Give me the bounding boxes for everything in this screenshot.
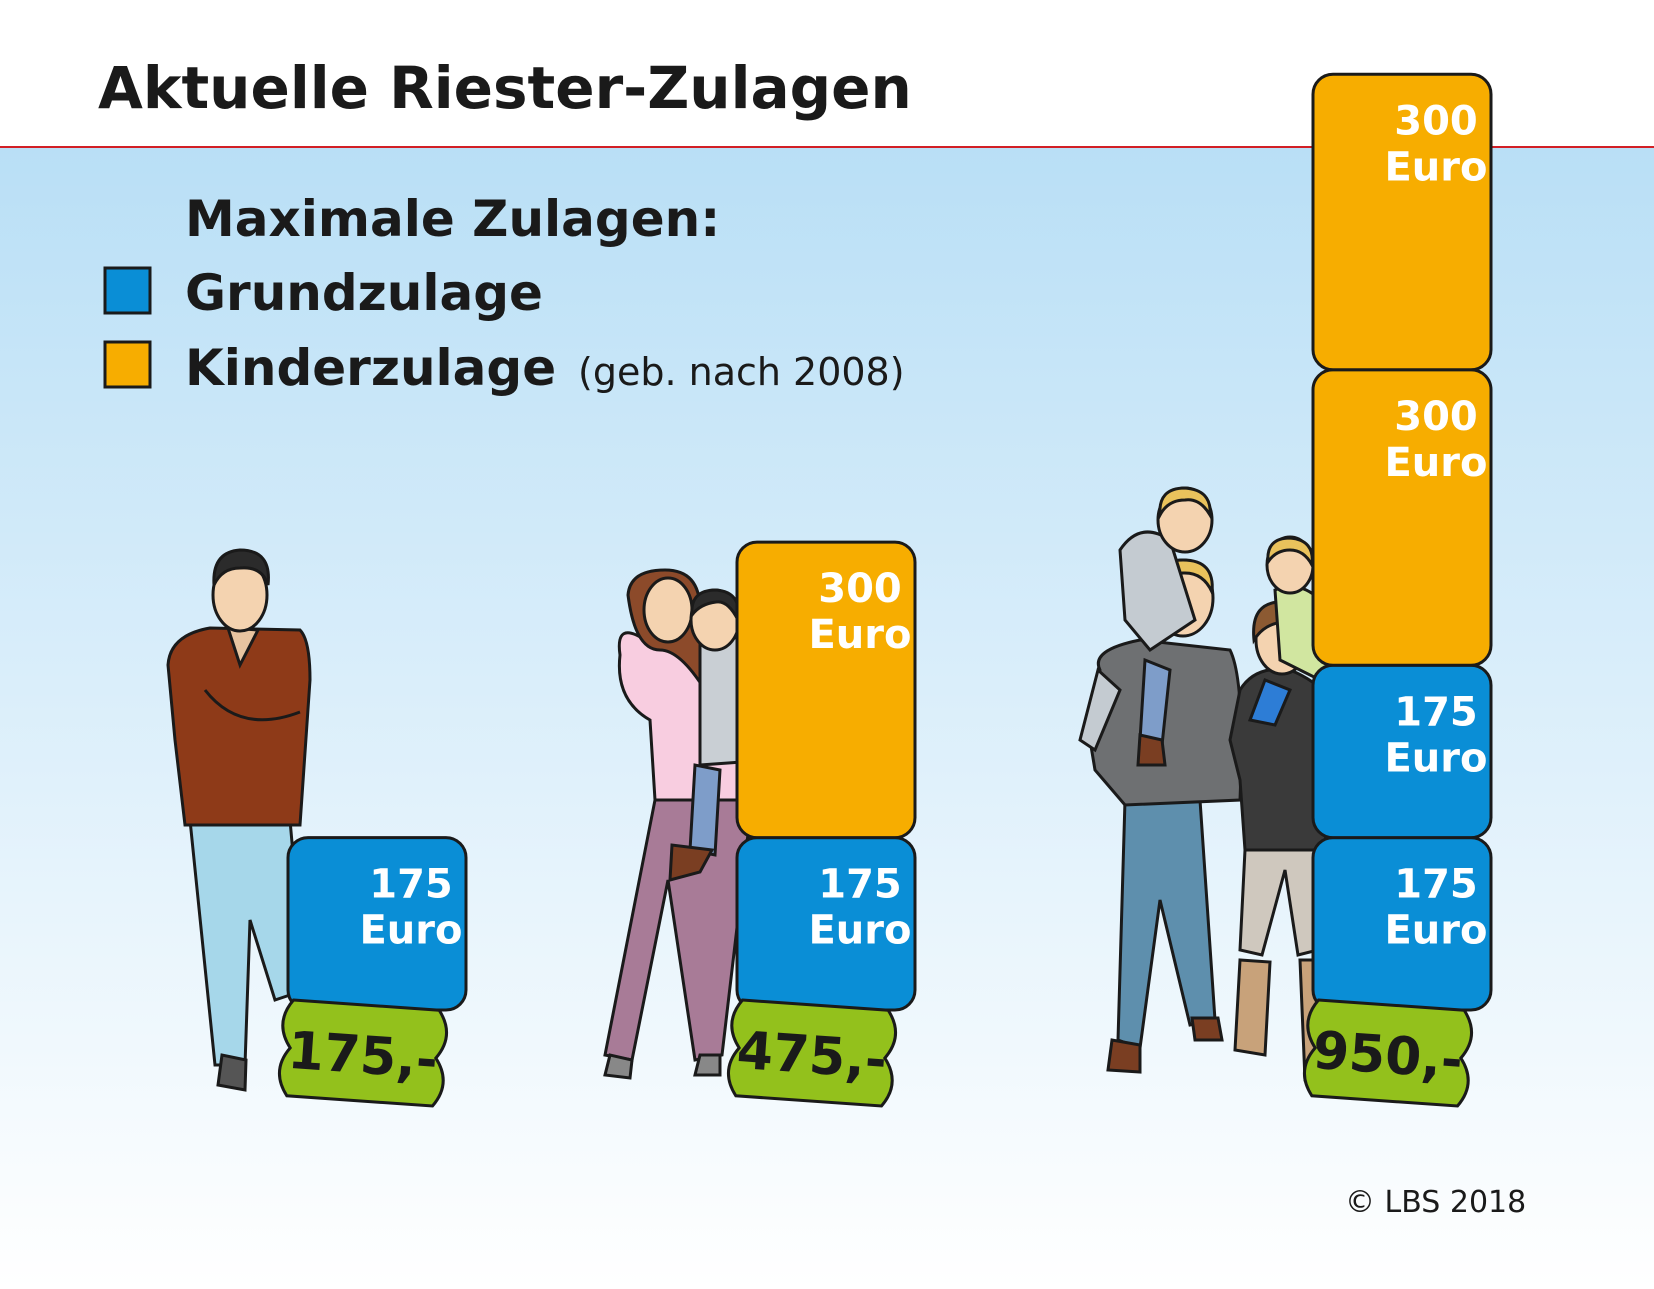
stack-3-segment-2-value: 175	[1394, 689, 1478, 735]
stack-2-segment-2-unit: Euro	[808, 612, 911, 658]
legend-note-kind: (geb. nach 2008)	[578, 350, 905, 394]
stack-2-total-tag: 475,-	[727, 999, 897, 1106]
stack-1-segment-1-value: 175	[369, 862, 453, 908]
stack-3-segment-4-unit: Euro	[1384, 144, 1487, 190]
stack-3-segment-1-value: 175	[1394, 862, 1478, 908]
stack-3-total-tag: 950,-	[1303, 999, 1473, 1106]
stack-2-segment-1-unit: Euro	[808, 908, 911, 954]
stack-2-segment-1-value: 175	[818, 862, 902, 908]
legend-title: Maximale Zulagen:	[185, 190, 720, 248]
stack-3-segment-2-unit: Euro	[1384, 735, 1487, 781]
stack-1-segment-1-unit: Euro	[359, 908, 462, 954]
legend-swatch-kind	[105, 342, 150, 387]
stack-3-segment-3-value: 300	[1394, 394, 1478, 440]
stack-3-total-label: 950,-	[1311, 1021, 1465, 1091]
legend-swatch-grund	[105, 268, 150, 313]
stack-2-segment-2-value: 300	[818, 566, 902, 612]
legend-label-grund: Grundzulage	[185, 264, 543, 322]
stack-3-segment-1-unit: Euro	[1384, 908, 1487, 954]
stack-1-total-label: 175,-	[286, 1021, 440, 1091]
stack-1-total-tag: 175,-	[278, 999, 448, 1106]
stack-3-segment-4-value: 300	[1394, 98, 1478, 144]
copyright: © LBS 2018	[1345, 1185, 1526, 1220]
riester-chart: Aktuelle Riester-Zulagen Maximale Zulage…	[0, 0, 1654, 1289]
chart-title: Aktuelle Riester-Zulagen	[98, 54, 912, 122]
infographic: Aktuelle Riester-Zulagen Maximale Zulage…	[0, 0, 1654, 1289]
stack-2-total-label: 475,-	[735, 1021, 889, 1091]
stack-3-segment-3-unit: Euro	[1384, 440, 1487, 486]
legend-label-kind: Kinderzulage	[185, 339, 556, 397]
